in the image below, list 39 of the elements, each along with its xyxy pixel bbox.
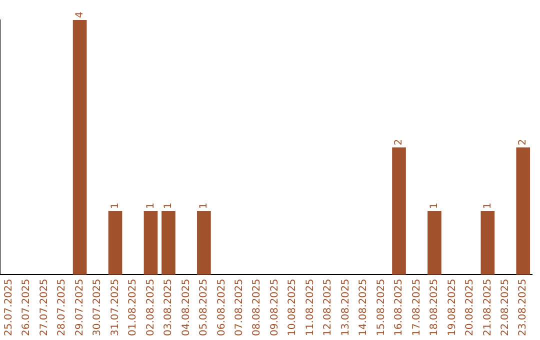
data-label: 2 bbox=[394, 138, 405, 146]
x-tick-label: 02.08.2025 bbox=[145, 278, 156, 336]
x-tick-label: 29.07.2025 bbox=[74, 278, 86, 336]
x-tick-label: 21.08.2025 bbox=[482, 278, 494, 336]
x-tick-label: 08.08.2025 bbox=[252, 278, 263, 336]
x-tick-label: 07.08.2025 bbox=[234, 278, 245, 336]
data-label: 1 bbox=[145, 202, 156, 210]
x-tick-label: 18.08.2025 bbox=[429, 278, 440, 336]
x-tick-label: 30.07.2025 bbox=[92, 278, 104, 336]
data-label: 1 bbox=[429, 202, 440, 210]
x-tick-label: 28.07.2025 bbox=[56, 278, 68, 336]
x-tick-label: 03.08.2025 bbox=[163, 278, 174, 336]
data-label: 1 bbox=[198, 202, 210, 210]
x-tick-label: 10.08.2025 bbox=[287, 278, 298, 336]
x-tick-label: 19.08.2025 bbox=[446, 278, 458, 336]
x-tick-label: 09.08.2025 bbox=[269, 278, 280, 336]
x-tick-label: 14.08.2025 bbox=[358, 278, 370, 336]
x-tick-label: 12.08.2025 bbox=[322, 278, 334, 336]
x-tick-label: 31.07.2025 bbox=[110, 278, 121, 336]
x-tick-label: 04.08.2025 bbox=[180, 278, 192, 336]
x-tick-label: 16.08.2025 bbox=[394, 278, 405, 336]
x-tick-label: 25.07.2025 bbox=[3, 278, 14, 336]
x-tick-label: 27.07.2025 bbox=[38, 278, 50, 336]
x-tick-label: 17.08.2025 bbox=[411, 278, 422, 336]
x-tick-label: 13.08.2025 bbox=[340, 278, 352, 336]
x-tick-label: 20.08.2025 bbox=[464, 278, 476, 336]
x-tick-label: 11.08.2025 bbox=[304, 278, 316, 336]
data-label: 1 bbox=[110, 202, 121, 210]
data-label: 2 bbox=[518, 138, 529, 146]
x-tick-label: 15.08.2025 bbox=[376, 278, 387, 336]
x-tick-label: 05.08.2025 bbox=[198, 278, 210, 336]
data-label: 1 bbox=[163, 202, 174, 210]
x-tick-label: 01.08.2025 bbox=[128, 278, 139, 336]
data-label: 1 bbox=[482, 202, 494, 210]
x-tick-label: 06.08.2025 bbox=[216, 278, 228, 336]
x-tick-label: 23.08.2025 bbox=[518, 278, 529, 336]
x-tick-label: 22.08.2025 bbox=[500, 278, 511, 336]
x-tick-label: 26.07.2025 bbox=[21, 278, 32, 336]
data-label: 4 bbox=[74, 12, 86, 18]
